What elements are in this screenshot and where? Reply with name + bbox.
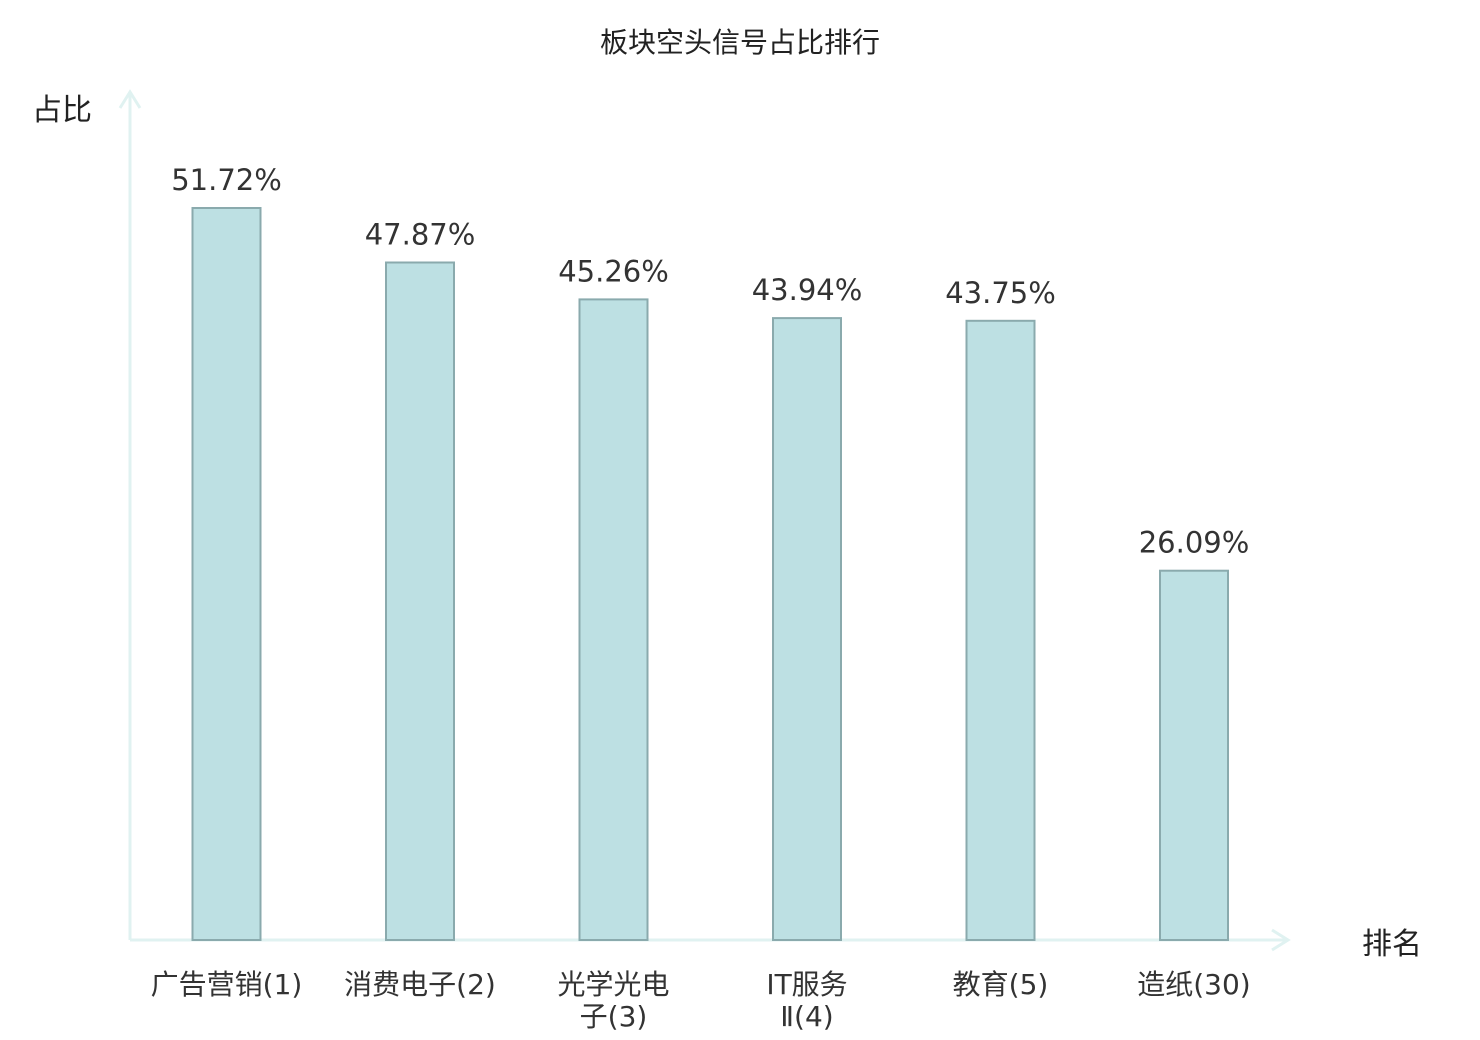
y-axis-arrow-icon bbox=[118, 89, 142, 109]
x-tick-label: 广告营销(1) bbox=[151, 968, 303, 1001]
bar bbox=[578, 298, 649, 941]
value-label: 43.94% bbox=[752, 273, 863, 307]
value-label: 26.09% bbox=[1139, 526, 1250, 560]
bar bbox=[1159, 569, 1229, 941]
bar bbox=[385, 261, 455, 941]
x-tick-label: IT服务 bbox=[766, 968, 847, 1001]
y-axis: 占比 bbox=[32, 89, 142, 940]
value-label: 51.72% bbox=[171, 163, 282, 197]
x-axis-arrow-icon bbox=[1271, 928, 1291, 952]
x-tick-label: 造纸(30) bbox=[1137, 968, 1250, 1001]
x-tick-label: 教育(5) bbox=[953, 968, 1049, 1001]
bar bbox=[772, 317, 842, 942]
x-tick-label: 子(3) bbox=[580, 1000, 648, 1033]
bars-group bbox=[191, 207, 1229, 942]
x-axis: 排名 bbox=[130, 927, 1422, 962]
chart-title: 板块空头信号占比排行 bbox=[600, 26, 880, 59]
value-label: 45.26% bbox=[558, 254, 669, 288]
x-tick-label: 光学光电 bbox=[557, 968, 669, 1001]
bar bbox=[965, 319, 1036, 941]
bar bbox=[191, 207, 262, 941]
y-axis-label: 占比 bbox=[32, 93, 92, 128]
x-tick-label: Ⅱ(4) bbox=[780, 1000, 833, 1033]
x-tick-label: 消费电子(2) bbox=[344, 968, 496, 1001]
value-labels-group: 51.72% 47.87% 45.26% 43.94% 43.75% 26.09% bbox=[171, 163, 1249, 560]
value-label: 43.75% bbox=[945, 276, 1056, 310]
x-axis-label: 排名 bbox=[1362, 927, 1422, 962]
value-label: 47.87% bbox=[365, 218, 476, 252]
